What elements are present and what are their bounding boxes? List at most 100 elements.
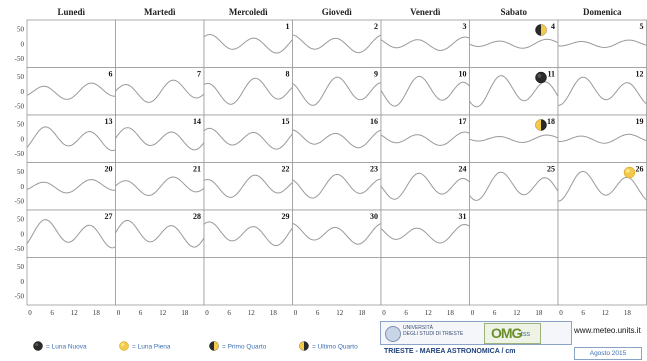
day-number: 4 [551,22,555,31]
tide-line [380,36,470,51]
day-number: 5 [640,22,644,31]
x-tick-label: 6 [404,309,408,317]
tide-line [115,176,205,197]
day-number: 18 [547,117,555,126]
tide-line [203,127,293,150]
y-tick-label: -50 [15,150,25,158]
day-cell [115,19,205,68]
day-number: 11 [547,70,555,79]
last-quarter-icon [299,341,309,351]
day-number: 29 [282,212,290,221]
day-number: 9 [374,70,378,79]
x-tick-label: 18 [181,309,189,317]
day-cell [203,19,293,68]
tide-line [557,133,647,144]
y-tick-label: -50 [15,245,25,253]
day-number: 27 [105,212,113,221]
legend-label: = Ultimo Quarto [312,344,358,351]
day-cell [380,19,470,68]
day-cell [115,162,205,211]
x-tick-label: 0 [294,309,298,317]
y-tick-label: 50 [17,215,25,223]
day-cell [292,209,382,258]
x-tick-label: 0 [205,309,209,317]
x-tick-label: 6 [316,309,320,317]
moon-phase-markers [535,24,636,179]
day-number: 1 [286,22,290,31]
x-tick-label: 12 [336,309,344,317]
first-quarter-icon [209,341,219,351]
university-line2: DEGLI STUDI DI TRIESTE [403,331,464,337]
day-cell [26,257,116,306]
day-cell [203,162,293,211]
tide-line [26,179,116,194]
day-number: 14 [193,117,201,126]
weekday-header: Lunedì [57,7,85,17]
tide-line [203,174,293,198]
day-cell [203,67,293,116]
y-tick-label: -50 [15,55,25,63]
footer-top-panel: UNIVERSITÀ DEGLI STUDI DI TRIESTE OMG ts… [380,321,572,345]
day-cell [557,19,647,68]
tide-line [380,172,470,200]
day-cell [26,209,116,258]
day-cell [380,209,470,258]
day-cell [380,162,470,211]
weekday-header: Domenica [583,7,622,17]
tide-line [203,77,293,105]
weekday-header: Sabato [500,7,527,17]
day-cell [557,67,647,116]
day-cell [380,257,470,306]
x-tick-label: 18 [358,309,366,317]
tide-line [26,126,116,152]
day-number: 10 [459,70,467,79]
day-cell [292,162,382,211]
legend-label: = Luna Piena [132,344,171,351]
day-number: 21 [193,165,201,174]
day-cell [26,67,116,116]
y-tick-label: 50 [17,168,25,176]
day-number: 12 [636,70,644,79]
x-tick-label: 18 [270,309,278,317]
x-axis: 0 6 12 18 0 6 12 18 0 6 12 18 0 6 12 18 0 6 12 18 0 6 12 18 0 6 12… [28,309,631,317]
y-tick-label: 0 [21,183,25,191]
university-line1: UNIVERSITÀ [403,325,434,331]
footer-logo-panel: UNIVERSITÀ DEGLI STUDI DI TRIESTE OMG ts… [380,321,647,361]
y-tick-label: 0 [21,88,25,96]
calendar-grid: 50 0 -50 50 0 -50 50 0 -50 50 0 -50 50 0 -50 50 0 -50 [15,19,647,306]
website-link[interactable]: www.meteo.units.it [574,326,641,335]
x-tick-label: 6 [50,309,54,317]
tide-line [203,33,293,54]
y-tick-label: -50 [15,293,25,301]
tide-line [380,131,470,146]
day-cell [292,67,382,116]
weekday-header: Venerdì [410,7,441,17]
day-number: 8 [286,70,290,79]
day-number: 20 [105,165,113,174]
day-cell [115,209,205,258]
x-tick-label: 12 [425,309,433,317]
day-number: 16 [370,117,378,126]
day-cell [203,257,293,306]
day-cell [26,19,116,68]
weekday-headers: Lunedì Martedì Mercoledì Giovedì Venerdì Saba… [57,7,621,17]
day-number: 17 [459,117,467,126]
day-number: 24 [459,165,467,174]
tide-line [203,221,293,247]
y-tick-label: 0 [21,135,25,143]
day-number: 2 [374,22,378,31]
day-cell [26,114,116,163]
day-cell [557,209,647,258]
full-moon-icon [623,166,636,179]
y-tick-label: 50 [17,25,25,33]
x-tick-label: 6 [227,309,231,317]
tide-line [557,171,647,202]
x-tick-label: 0 [471,309,475,317]
day-cell [292,19,382,68]
university-seal-icon [385,326,401,342]
day-number: 26 [636,165,644,174]
tide-line [380,75,470,107]
y-tick-label: 50 [17,73,25,81]
